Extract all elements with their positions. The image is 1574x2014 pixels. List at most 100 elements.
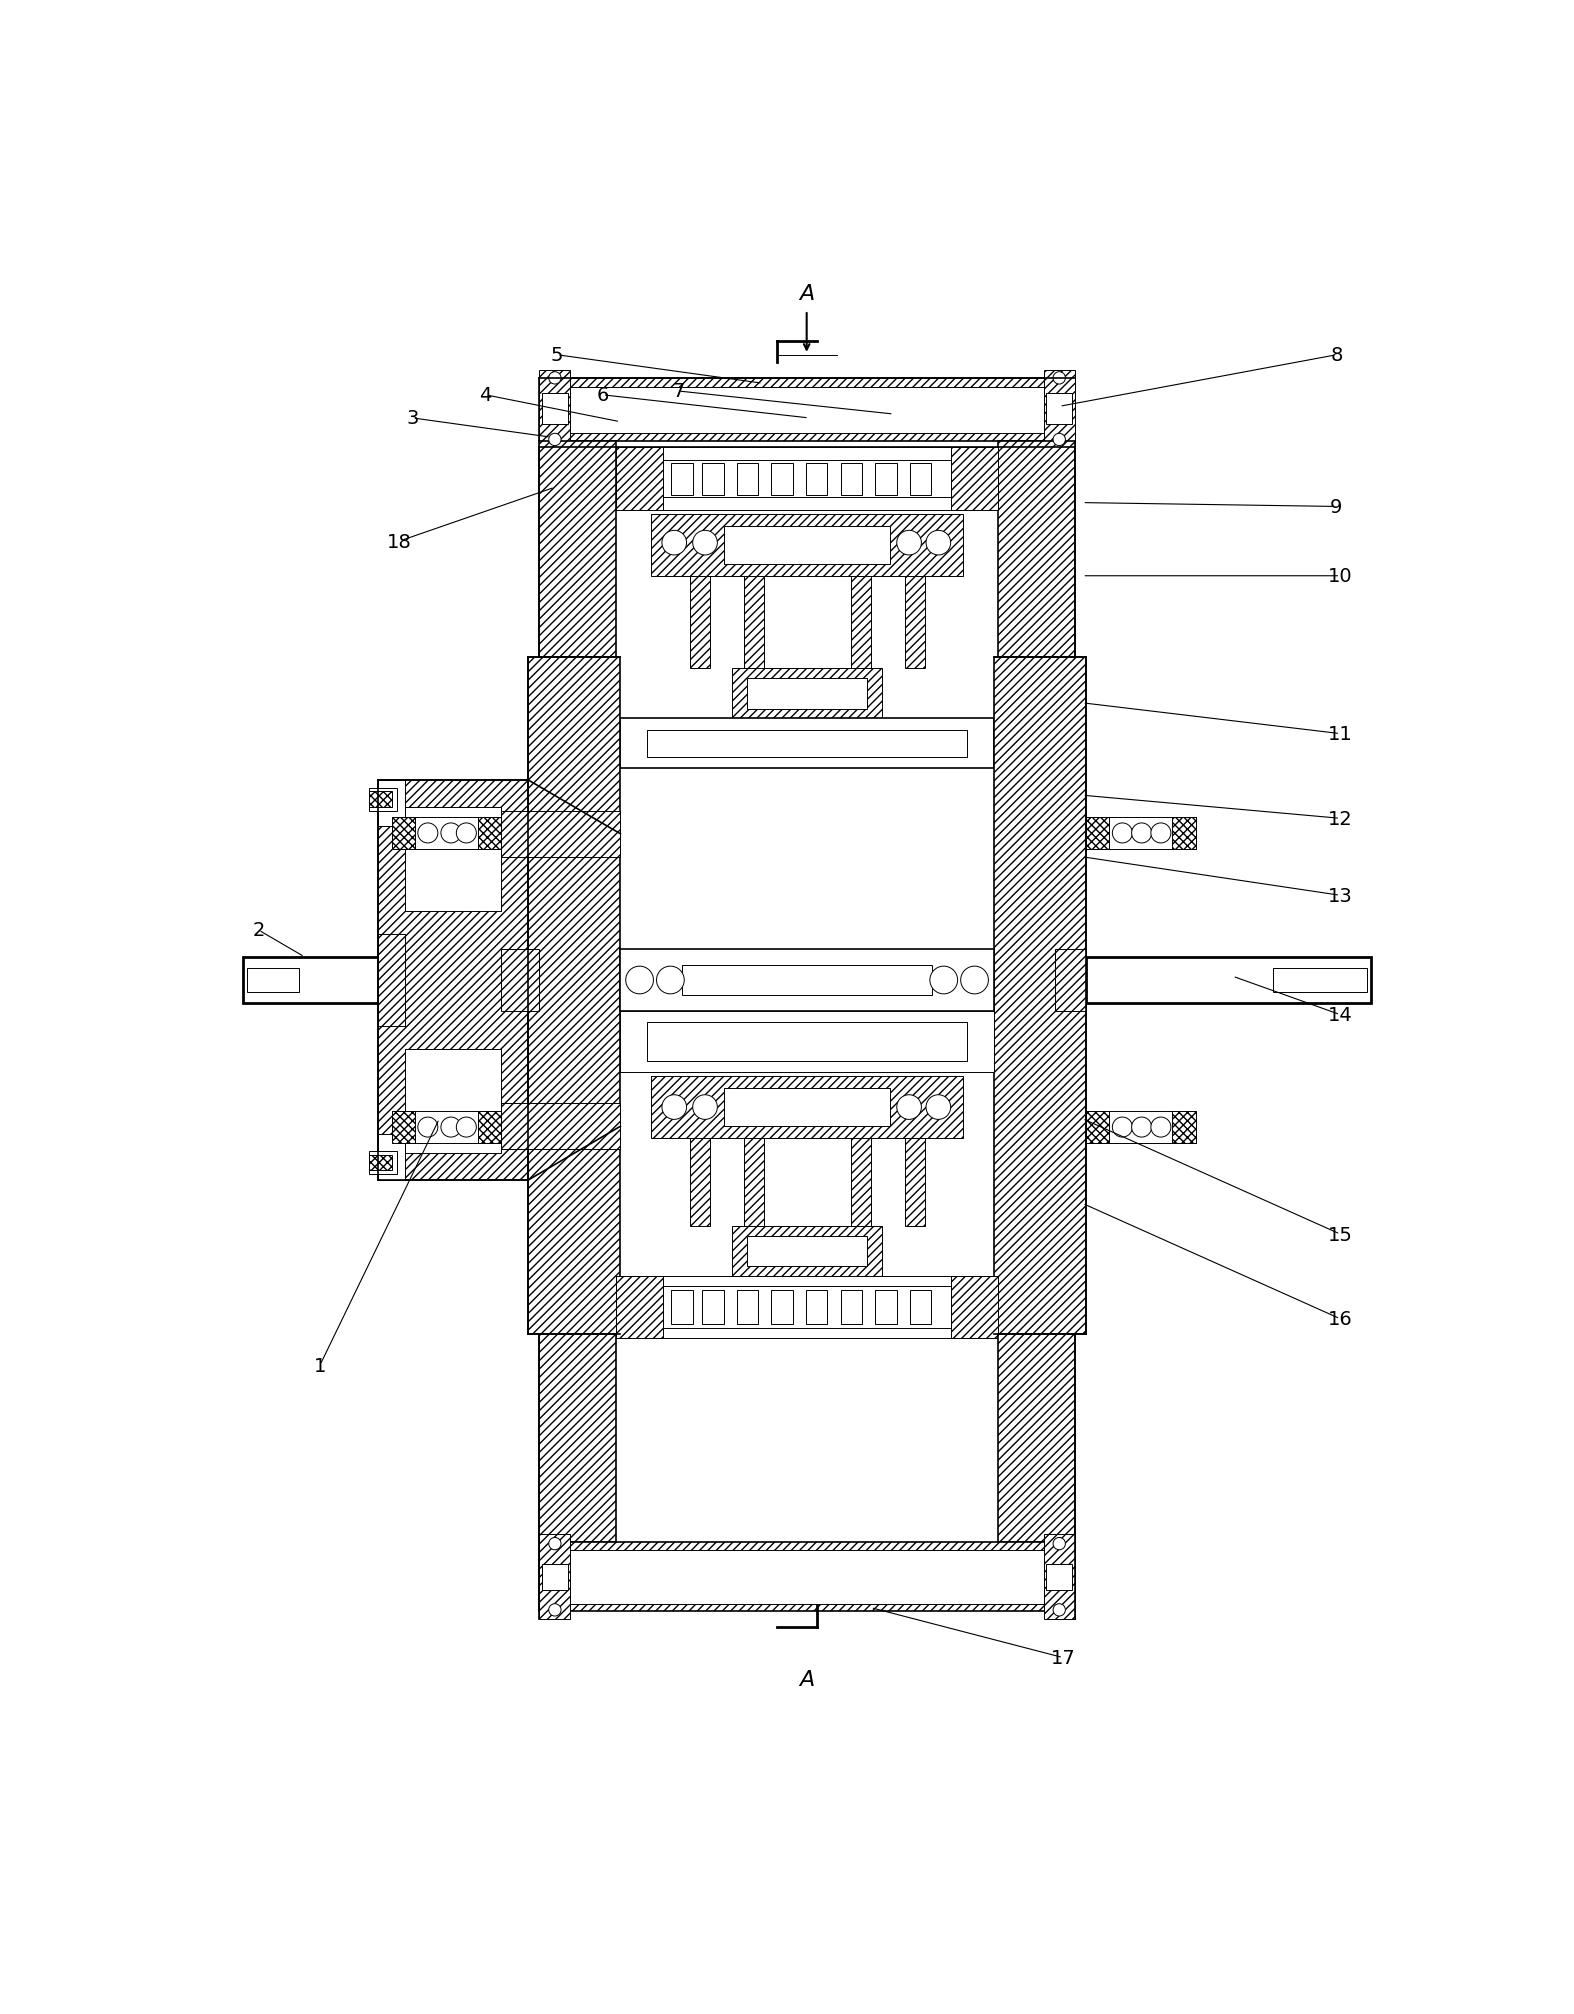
Polygon shape (905, 1138, 926, 1227)
Polygon shape (368, 1152, 397, 1174)
Polygon shape (378, 1134, 405, 1180)
Polygon shape (852, 576, 872, 669)
Circle shape (456, 1118, 477, 1138)
Polygon shape (852, 1138, 872, 1227)
Polygon shape (748, 679, 867, 709)
Polygon shape (951, 1277, 998, 1339)
Polygon shape (737, 1291, 759, 1325)
Polygon shape (392, 818, 501, 850)
Circle shape (549, 1603, 560, 1615)
Polygon shape (1047, 1565, 1072, 1589)
Text: 9: 9 (1330, 497, 1343, 518)
Polygon shape (689, 576, 710, 669)
Polygon shape (392, 1112, 414, 1144)
Polygon shape (540, 1535, 570, 1619)
Polygon shape (875, 1291, 897, 1325)
Circle shape (693, 532, 718, 556)
Polygon shape (1272, 969, 1368, 993)
Polygon shape (570, 389, 1044, 435)
Polygon shape (405, 1049, 501, 1154)
Polygon shape (368, 792, 392, 808)
Polygon shape (652, 1077, 963, 1138)
Polygon shape (647, 731, 966, 757)
Circle shape (549, 373, 560, 385)
Circle shape (1053, 373, 1066, 385)
Polygon shape (378, 779, 527, 1180)
Polygon shape (702, 463, 724, 495)
Polygon shape (841, 463, 863, 495)
Polygon shape (1056, 951, 1086, 1011)
Circle shape (1151, 1118, 1171, 1138)
Polygon shape (910, 1291, 932, 1325)
Text: A: A (800, 284, 814, 304)
Polygon shape (368, 1156, 392, 1170)
Text: 12: 12 (1328, 810, 1352, 828)
Polygon shape (743, 1138, 763, 1227)
Polygon shape (1086, 818, 1196, 850)
Text: 1: 1 (313, 1355, 326, 1376)
Text: 6: 6 (597, 387, 609, 405)
Circle shape (1113, 1118, 1132, 1138)
Circle shape (549, 1539, 560, 1551)
Polygon shape (689, 1138, 710, 1227)
Polygon shape (620, 1011, 993, 1073)
Polygon shape (620, 719, 993, 769)
Polygon shape (841, 1291, 863, 1325)
Circle shape (1053, 1603, 1066, 1615)
Polygon shape (501, 812, 620, 858)
Polygon shape (378, 934, 405, 1027)
Circle shape (960, 967, 988, 995)
Polygon shape (541, 395, 568, 425)
Polygon shape (540, 1335, 617, 1543)
Polygon shape (663, 461, 951, 497)
Polygon shape (392, 818, 414, 850)
Polygon shape (1086, 818, 1110, 850)
Circle shape (1113, 824, 1132, 844)
Circle shape (1053, 435, 1066, 447)
Polygon shape (806, 463, 828, 495)
Circle shape (930, 967, 957, 995)
Polygon shape (378, 779, 405, 826)
Polygon shape (682, 965, 932, 995)
Circle shape (1151, 824, 1171, 844)
Polygon shape (1086, 957, 1371, 1003)
Polygon shape (540, 371, 570, 447)
Polygon shape (570, 1551, 1044, 1603)
Circle shape (1132, 1118, 1152, 1138)
Circle shape (456, 824, 477, 844)
Circle shape (1132, 824, 1152, 844)
Polygon shape (478, 818, 501, 850)
Circle shape (1053, 1539, 1066, 1551)
Polygon shape (617, 1277, 663, 1339)
Polygon shape (501, 1104, 620, 1150)
Polygon shape (540, 379, 1075, 441)
Polygon shape (617, 1277, 998, 1339)
Circle shape (441, 824, 461, 844)
Polygon shape (540, 441, 617, 657)
Circle shape (417, 824, 438, 844)
Polygon shape (771, 1291, 793, 1325)
Circle shape (926, 532, 951, 556)
Polygon shape (951, 447, 998, 512)
Text: 8: 8 (1330, 346, 1343, 365)
Polygon shape (540, 1543, 1075, 1611)
Polygon shape (478, 1112, 501, 1144)
Text: 3: 3 (406, 409, 419, 429)
Polygon shape (1086, 1112, 1110, 1144)
Circle shape (626, 967, 653, 995)
Text: 17: 17 (1051, 1647, 1075, 1668)
Polygon shape (732, 669, 881, 719)
Polygon shape (905, 576, 926, 669)
Circle shape (693, 1096, 718, 1120)
Polygon shape (501, 951, 540, 1011)
Polygon shape (737, 463, 759, 495)
Polygon shape (910, 463, 932, 495)
Text: 7: 7 (672, 383, 685, 401)
Text: 13: 13 (1328, 886, 1352, 906)
Polygon shape (732, 1227, 881, 1277)
Text: 14: 14 (1328, 1005, 1352, 1025)
Polygon shape (620, 951, 993, 1011)
Text: 5: 5 (551, 346, 563, 365)
Text: 15: 15 (1328, 1225, 1352, 1245)
Polygon shape (993, 657, 1086, 1335)
